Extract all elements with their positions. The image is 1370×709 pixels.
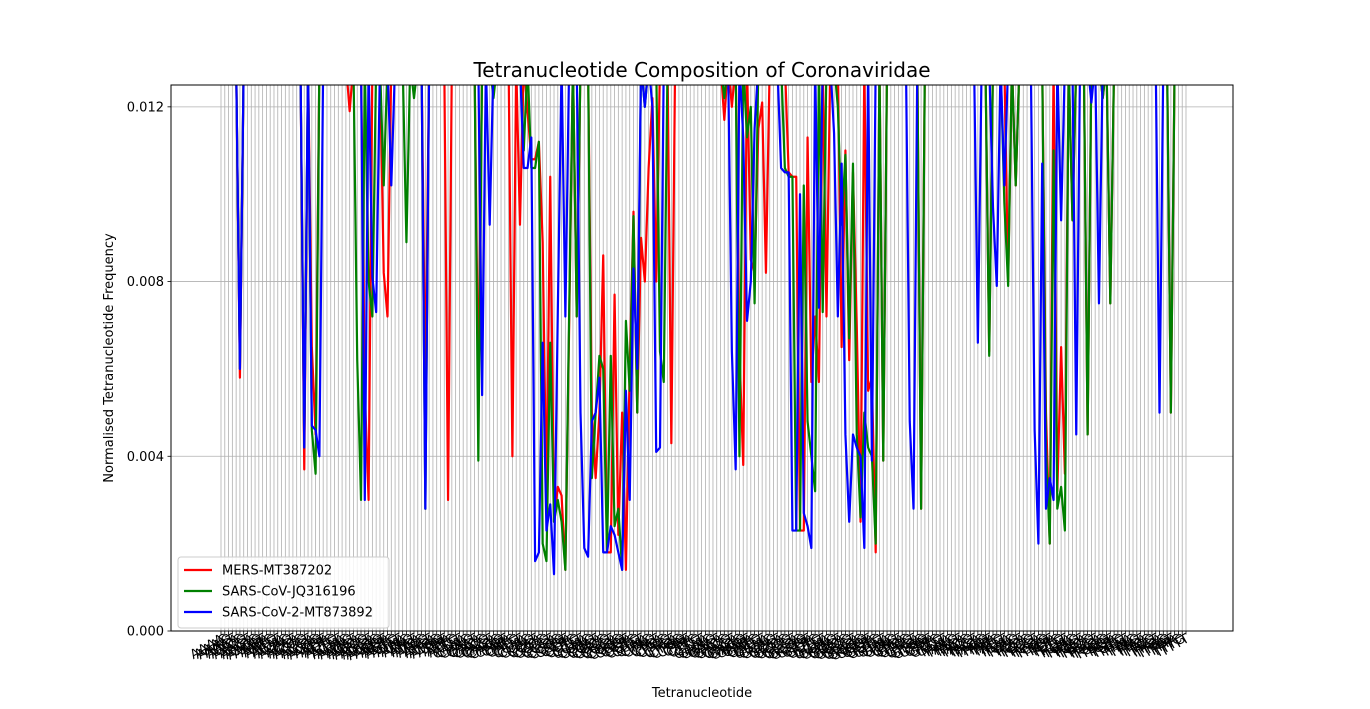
series-line bbox=[235, 85, 1176, 571]
x-axis: AAAAAAACAAAGAAATAACAAACCAACGAACTAAGAAAGC… bbox=[188, 631, 1192, 665]
legend-box bbox=[177, 556, 390, 629]
series-line bbox=[235, 85, 1165, 576]
series-line bbox=[235, 85, 1176, 571]
chart-title: Tetranucleotide Composition of Coronavir… bbox=[472, 58, 930, 82]
y-tick-label: 0.012 bbox=[127, 100, 164, 115]
y-tick-label: 0.000 bbox=[127, 625, 164, 640]
y-tick-label: 0.008 bbox=[127, 275, 164, 290]
x-axis-label: Tetranucleotide bbox=[651, 686, 752, 701]
y-axis-label: Normalised Tetranucleotide Frequency bbox=[102, 233, 117, 483]
grid-layer bbox=[171, 85, 1233, 632]
legend-label: SARS-CoV-2-MT873892 bbox=[222, 606, 373, 621]
legend-label: MERS-MT387202 bbox=[222, 564, 332, 579]
y-axis: 0.000 0.004 0.008 0.012 bbox=[127, 100, 171, 640]
y-tick-label: 0.004 bbox=[127, 450, 164, 465]
legend-label: SARS-CoV-JQ316196 bbox=[222, 585, 356, 600]
series-layer bbox=[235, 85, 1176, 576]
legend: MERS-MT387202 SARS-CoV-JQ316196 SARS-CoV-2… bbox=[177, 556, 390, 629]
